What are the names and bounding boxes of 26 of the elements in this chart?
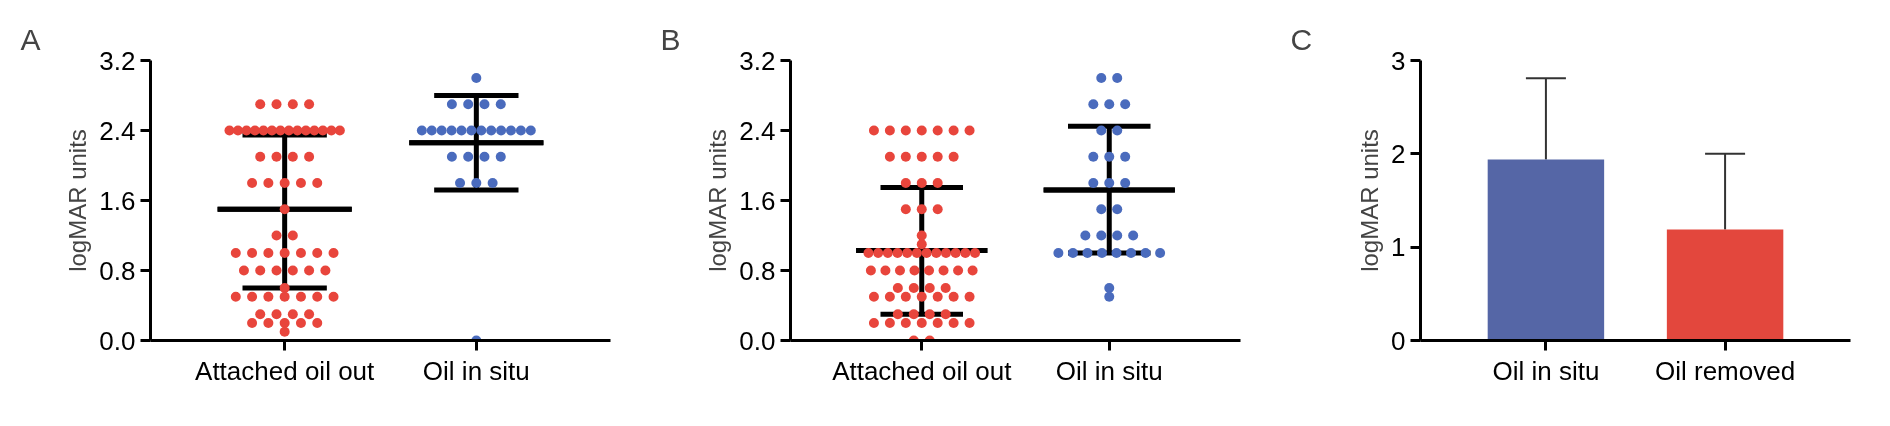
- y-tick-label: 1: [1391, 232, 1406, 263]
- x-tick-label: Oil in situ: [1055, 355, 1163, 386]
- x-tick-label: Oil removed: [1655, 355, 1796, 386]
- y-tick-label: 2: [1391, 138, 1406, 169]
- x-tick-label: Oil in situ: [1492, 355, 1600, 386]
- y-tick-label: 0.8: [99, 255, 136, 286]
- chart-title: B: [660, 22, 681, 56]
- y-tick-label: 3.2: [99, 45, 136, 76]
- y-axis-title: logMAR units: [64, 129, 92, 272]
- y-tick-label: 3.2: [739, 45, 776, 76]
- y-tick-label: 2.4: [99, 115, 136, 146]
- y-tick-label: 1.6: [739, 185, 776, 216]
- y-tick-label: 3: [1391, 45, 1406, 76]
- y-tick-label: 2.4: [739, 115, 776, 146]
- y-axis-title: logMAR units: [704, 129, 732, 272]
- chart-title: C: [1290, 22, 1313, 56]
- x-tick-label: Attached oil out: [832, 355, 1013, 386]
- y-tick-label: 0.0: [99, 325, 136, 356]
- y-tick-label: 0.8: [739, 255, 776, 286]
- y-tick-label: 1.6: [99, 185, 136, 216]
- chart-title: A: [20, 22, 41, 56]
- x-tick-label: Attached oil out: [195, 355, 376, 386]
- y-tick-label: 0: [1391, 325, 1406, 356]
- y-axis-title: logMAR units: [1356, 129, 1384, 272]
- x-tick-label: Oil in situ: [422, 355, 530, 386]
- y-tick-label: 0.0: [739, 325, 776, 356]
